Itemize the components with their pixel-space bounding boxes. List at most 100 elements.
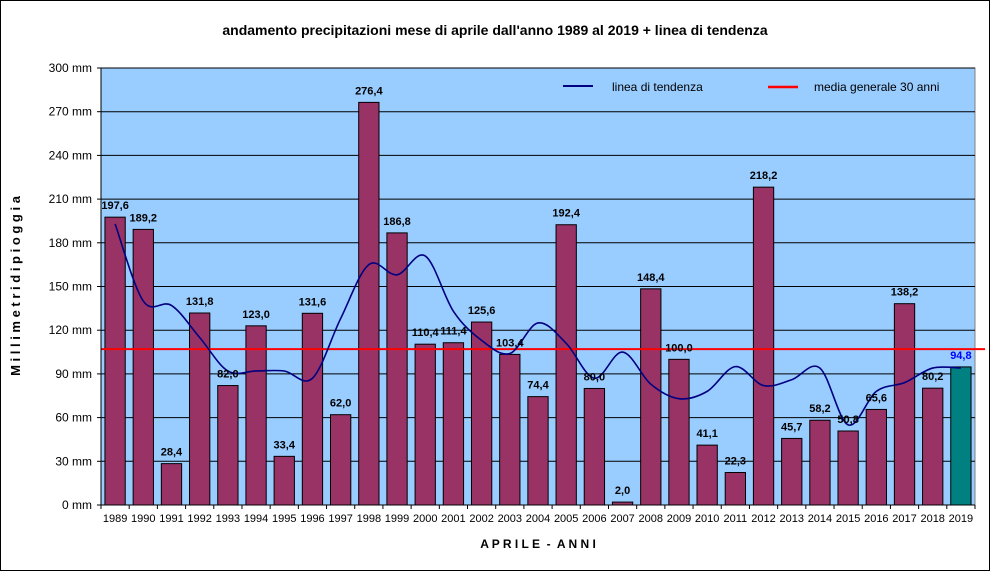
- x-tick-label: 2011: [724, 513, 748, 525]
- bar: [160, 463, 183, 506]
- y-tick-label: 30 mm: [55, 454, 92, 468]
- x-tick-label: 2017: [892, 513, 916, 525]
- value-label: 50,8: [837, 414, 858, 426]
- value-label: 58,2: [809, 403, 830, 415]
- value-label: 218,2: [750, 170, 778, 182]
- bar: [555, 224, 577, 506]
- bar: [893, 303, 916, 506]
- value-label: 125,6: [468, 305, 496, 317]
- x-tick-label: 1997: [328, 513, 352, 525]
- bar: [696, 444, 718, 506]
- y-tick-label: 120 mm: [49, 323, 92, 337]
- x-tick-label: 1991: [159, 513, 183, 525]
- x-tick-label: 1998: [357, 513, 381, 525]
- x-tick-label: 2009: [667, 513, 691, 525]
- bar: [809, 419, 831, 506]
- x-tick-label: 2014: [808, 513, 832, 525]
- bar: [442, 342, 465, 506]
- y-tick-label: 60 mm: [55, 411, 92, 425]
- value-label: 110,4: [412, 327, 440, 339]
- x-tick-label: 2013: [779, 513, 803, 525]
- bar: [724, 472, 747, 506]
- bar: [132, 228, 154, 506]
- x-tick-label: 2002: [469, 513, 493, 525]
- bar: [358, 101, 380, 506]
- value-label: 197,6: [101, 200, 129, 212]
- value-label: 138,2: [891, 287, 919, 299]
- value-label: 148,4: [637, 272, 665, 284]
- x-tick-label: 1996: [300, 513, 324, 525]
- y-tick-label: 240 mm: [49, 148, 92, 162]
- bar: [499, 353, 521, 506]
- bar: [414, 343, 436, 506]
- x-tick-label: 1995: [272, 513, 296, 525]
- value-label: 80,0: [584, 371, 605, 383]
- bar: [781, 437, 803, 506]
- y-tick-label: 270 mm: [49, 105, 92, 119]
- y-axis-label: M i l l i m e t r i d i p i o g g i a: [8, 195, 23, 376]
- bar: [668, 358, 690, 506]
- y-tick-label: 0 mm: [62, 498, 92, 512]
- value-label: 65,6: [866, 392, 887, 404]
- value-label: 82,0: [217, 369, 238, 381]
- legend: linea di tendenza media generale 30 anni: [563, 80, 939, 94]
- x-tick-label: 2000: [413, 513, 437, 525]
- x-tick-label: 1994: [244, 513, 268, 525]
- value-label: 22,3: [725, 456, 746, 468]
- legend-trend-label: linea di tendenza: [612, 80, 703, 94]
- y-tick-label: 300 mm: [49, 61, 92, 75]
- bar: [752, 186, 775, 506]
- value-label: 62,0: [330, 398, 351, 410]
- bar: [527, 396, 549, 506]
- x-tick-label: 2008: [639, 513, 663, 525]
- value-label: 192,4: [552, 208, 580, 220]
- value-label: 103,4: [496, 337, 524, 349]
- value-label: 100,0: [665, 342, 693, 354]
- x-tick-label: 1990: [131, 513, 155, 525]
- y-tick-label: 150 mm: [49, 280, 92, 294]
- value-label: 80,2: [922, 371, 943, 383]
- value-label: 94,8: [950, 350, 971, 362]
- value-label: 74,4: [527, 380, 549, 392]
- bar: [245, 325, 267, 506]
- bar: [640, 288, 662, 506]
- x-tick-label: 2004: [526, 513, 550, 525]
- x-tick-label: 1999: [385, 513, 409, 525]
- x-tick-label: 2018: [920, 513, 944, 525]
- value-label: 28,4: [161, 447, 183, 459]
- x-tick-label: 2007: [610, 513, 634, 525]
- x-tick-label: 2016: [864, 513, 888, 525]
- bar: [950, 366, 972, 506]
- bar: [865, 408, 887, 506]
- trend-line: [114, 223, 961, 426]
- value-label: 131,6: [299, 296, 327, 308]
- bar: [386, 232, 408, 506]
- x-tick-label: 2019: [949, 513, 973, 525]
- x-tick-label: 2012: [751, 513, 775, 525]
- x-tick-label: 1989: [103, 513, 127, 525]
- bars: [104, 101, 972, 506]
- value-label: 276,4: [355, 85, 383, 97]
- bar: [922, 387, 944, 506]
- trend-line-group: [114, 223, 961, 426]
- bar: [104, 216, 126, 506]
- bar: [189, 312, 211, 506]
- x-tick-label: 2010: [695, 513, 719, 525]
- legend-mean-label: media generale 30 anni: [814, 80, 939, 94]
- bar: [583, 387, 606, 506]
- x-axis-label: A P R I L E - A N N I: [480, 537, 596, 551]
- value-label: 2,0: [615, 485, 630, 497]
- value-label: 189,2: [130, 212, 158, 224]
- chart-title: andamento precipitazioni mese di aprile …: [222, 22, 768, 38]
- bar: [217, 385, 239, 506]
- value-label: 131,8: [186, 296, 214, 308]
- bar: [273, 455, 295, 506]
- y-tick-label: 210 mm: [49, 192, 92, 206]
- x-tick-label: 1992: [187, 513, 211, 525]
- y-axis-ticks: 0 mm 30 mm 60 mm 90 mm 120 mm 150 mm 180 mm 210…: [49, 61, 101, 512]
- value-label: 123,0: [242, 309, 270, 321]
- value-label: 186,8: [383, 216, 411, 228]
- x-tick-label: 1993: [216, 513, 240, 525]
- x-tick-label: 2015: [836, 513, 860, 525]
